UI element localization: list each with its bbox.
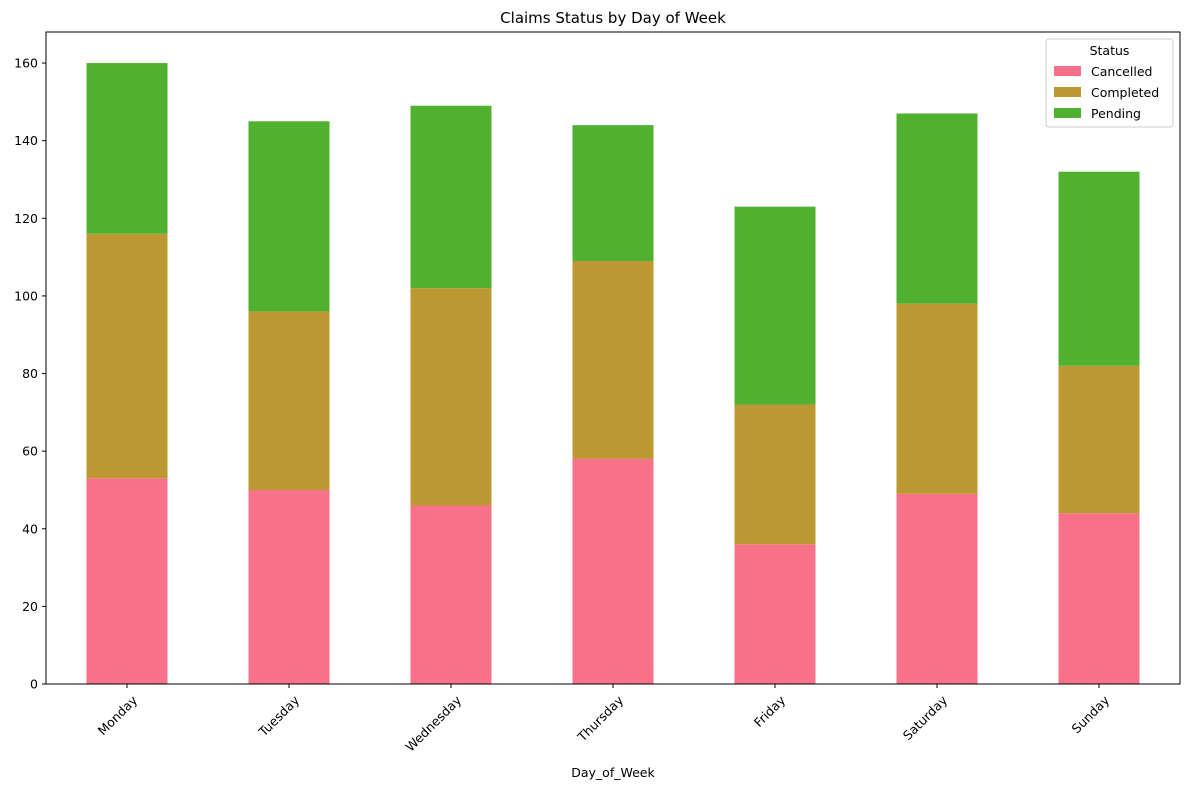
y-tick-label: 40 <box>22 521 38 536</box>
legend-swatch-cancelled <box>1054 66 1081 76</box>
y-tick-label: 0 <box>30 677 38 692</box>
y-tick-label: 60 <box>22 444 38 459</box>
bar-completed-thursday <box>572 260 654 459</box>
bar-completed-wednesday <box>410 288 492 506</box>
x-axis-label: Day_of_Week <box>571 765 655 780</box>
bar-completed-tuesday <box>248 311 330 490</box>
x-tick-label-wednesday: Wednesday <box>402 692 464 754</box>
y-tick-label: 160 <box>14 56 38 71</box>
legend-box <box>1045 38 1174 128</box>
y-tick-label: 140 <box>14 133 38 148</box>
y-tick-label: 80 <box>22 366 38 381</box>
bar-cancelled-tuesday <box>248 489 330 684</box>
bar-pending-tuesday <box>248 121 330 312</box>
bar-completed-saturday <box>896 303 978 494</box>
legend-title: Status <box>1090 43 1130 58</box>
legend-swatch-pending <box>1054 108 1081 118</box>
bar-pending-friday <box>734 206 816 405</box>
bar-completed-sunday <box>1058 365 1140 514</box>
x-tick-label-monday: Monday <box>95 692 141 738</box>
legend-label-pending: Pending <box>1091 106 1141 121</box>
y-tick-label: 100 <box>14 288 38 303</box>
bar-cancelled-friday <box>734 544 816 684</box>
bars-layer <box>86 63 1140 684</box>
x-ticks-layer: Monday Tuesday Wednesday Thursday Friday Satu… <box>95 684 1113 754</box>
bar-cancelled-monday <box>86 478 168 684</box>
legend: Status Cancelled Completed Pending <box>1045 38 1174 128</box>
x-tick-label-friday: Friday <box>751 692 789 730</box>
legend-swatch-completed <box>1054 87 1081 97</box>
x-tick-label-sunday: Sunday <box>1069 692 1113 736</box>
bar-pending-saturday <box>896 113 978 304</box>
x-tick-label-thursday: Thursday <box>574 692 627 745</box>
bar-pending-thursday <box>572 125 654 261</box>
bar-pending-monday <box>86 63 168 234</box>
y-ticks-layer: 0 20 40 60 80 100 120 140 160 <box>14 56 46 692</box>
bar-pending-wednesday <box>410 105 492 289</box>
bar-cancelled-thursday <box>572 458 654 684</box>
bar-pending-sunday <box>1058 171 1140 366</box>
legend-label-cancelled: Cancelled <box>1091 64 1152 79</box>
chart-title: Claims Status by Day of Week <box>500 9 726 27</box>
bar-cancelled-wednesday <box>410 505 492 684</box>
x-tick-label-saturday: Saturday <box>900 692 951 743</box>
bar-cancelled-sunday <box>1058 513 1140 684</box>
y-tick-label: 120 <box>14 211 38 226</box>
legend-label-completed: Completed <box>1091 85 1159 100</box>
bar-completed-friday <box>734 404 816 545</box>
bar-completed-monday <box>86 233 168 479</box>
x-tick-label-tuesday: Tuesday <box>255 692 303 740</box>
y-tick-label: 20 <box>22 599 38 614</box>
bar-cancelled-saturday <box>896 493 978 684</box>
